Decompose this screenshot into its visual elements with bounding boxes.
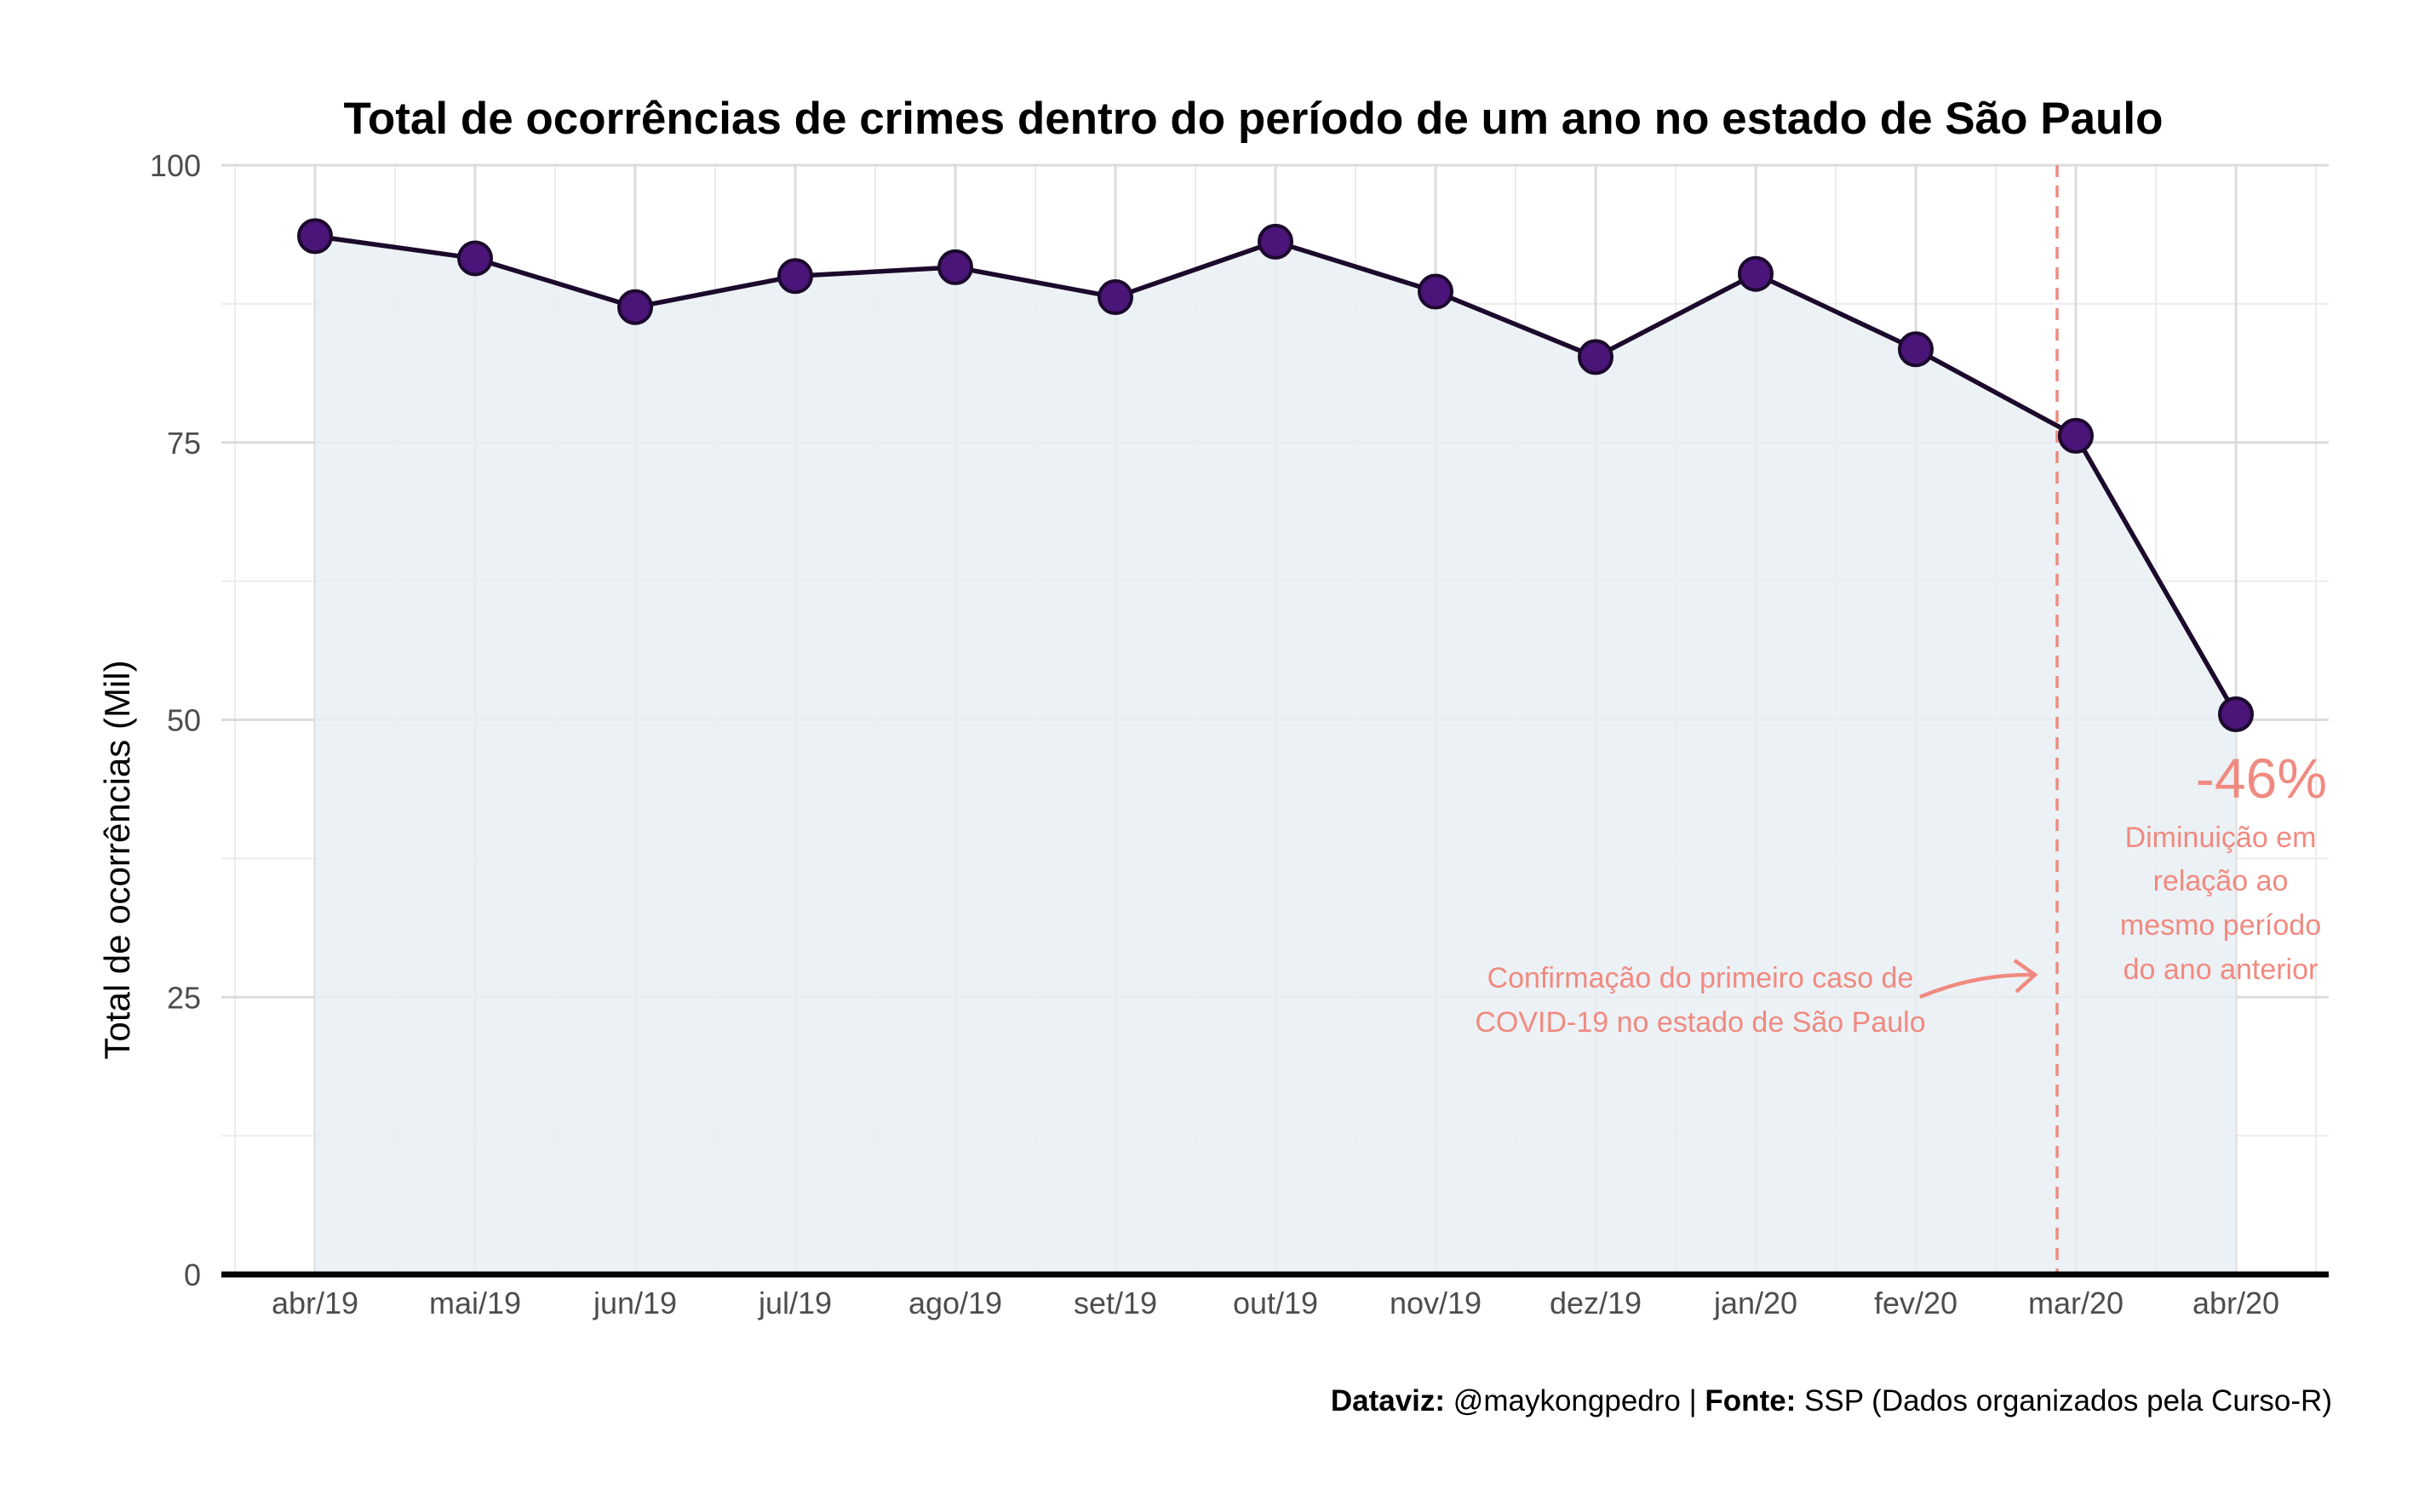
covid-annotation-arrowhead bbox=[2013, 959, 2038, 994]
x-tick-label: nov/19 bbox=[1390, 1286, 1482, 1320]
decrease-note-line-2: relação ao bbox=[2153, 865, 2289, 897]
x-tick-label: fev/20 bbox=[1874, 1286, 1957, 1320]
decrease-annotation: -46% Diminuição em relação ao mesmo perí… bbox=[2120, 747, 2327, 986]
x-tick-label: out/19 bbox=[1233, 1286, 1318, 1320]
data-point-mar-20 bbox=[2058, 417, 2094, 454]
data-point-jun-19 bbox=[617, 289, 653, 325]
x-tick-label: mai/19 bbox=[429, 1286, 521, 1320]
caption-dataviz-value: @maykongpedro | bbox=[1445, 1384, 1705, 1418]
data-point-abr-19 bbox=[297, 218, 333, 255]
data-point-out-19 bbox=[1258, 223, 1293, 260]
area-layer bbox=[315, 236, 2236, 1275]
caption-source-value: SSP (Dados organizados pela Curso-R) bbox=[1796, 1384, 2332, 1418]
data-point-mai-19 bbox=[457, 240, 493, 277]
area-fill bbox=[315, 236, 2236, 1275]
data-point-nov-19 bbox=[1418, 273, 1453, 310]
caption: Dataviz: @maykongpedro | Fonte: SSP (Dad… bbox=[1331, 1384, 2332, 1418]
caption-dataviz-label: Dataviz: bbox=[1331, 1384, 1445, 1418]
covid-annotation-arrow bbox=[1919, 972, 2034, 999]
x-tick-label: abr/19 bbox=[272, 1286, 358, 1320]
data-point-dez-19 bbox=[1578, 339, 1613, 375]
x-tick-label: mar/20 bbox=[2028, 1286, 2124, 1320]
y-tick-label: 100 bbox=[150, 148, 201, 183]
decrease-note-line-3: mesmo período bbox=[2120, 909, 2321, 942]
decrease-note-line-4: do ano anterior bbox=[2124, 954, 2318, 986]
data-point-ago-19 bbox=[937, 249, 973, 285]
covid-annotation-line-2: COVID-19 no estado de São Paulo bbox=[1475, 1006, 1925, 1039]
data-point-fev-20 bbox=[1898, 331, 1934, 368]
decrease-note-line-1: Diminuição em bbox=[2125, 822, 2317, 854]
percent-change-label: -46% bbox=[2196, 747, 2327, 810]
y-tick-label: 25 bbox=[167, 980, 201, 1015]
y-axis-label: Total de ocorrências (Mil) bbox=[97, 660, 137, 1059]
data-point-abr-20 bbox=[2218, 696, 2254, 732]
x-tick-label: jul/19 bbox=[758, 1286, 832, 1320]
chart-title: Total de ocorrências de crimes dentro do… bbox=[343, 94, 2163, 144]
data-point-jan-20 bbox=[1738, 255, 1774, 292]
point-layer bbox=[297, 218, 2254, 732]
x-tick-label: dez/19 bbox=[1550, 1286, 1642, 1320]
x-tick-label: ago/19 bbox=[908, 1286, 1002, 1320]
x-tick-label: set/19 bbox=[1074, 1286, 1157, 1320]
axis-layer: 0 25 50 75 100 abr/19 mai/19 jun/19 jul/19 ago/19… bbox=[150, 148, 2329, 1320]
caption-source-label: Fonte: bbox=[1705, 1384, 1796, 1418]
data-point-set-19 bbox=[1098, 279, 1133, 316]
data-point-jul-19 bbox=[777, 258, 813, 295]
x-tick-label: jun/19 bbox=[593, 1286, 677, 1320]
y-tick-label: 0 bbox=[184, 1257, 201, 1292]
x-tick-label: abr/20 bbox=[2192, 1286, 2279, 1320]
covid-annotation-line-1: Confirmação do primeiro caso de bbox=[1487, 962, 1914, 994]
y-tick-label: 75 bbox=[167, 426, 201, 461]
x-tick-label: jan/20 bbox=[1713, 1286, 1797, 1320]
covid-annotation: Confirmação do primeiro caso de COVID-19… bbox=[1475, 959, 2038, 1039]
y-tick-label: 50 bbox=[167, 703, 201, 738]
